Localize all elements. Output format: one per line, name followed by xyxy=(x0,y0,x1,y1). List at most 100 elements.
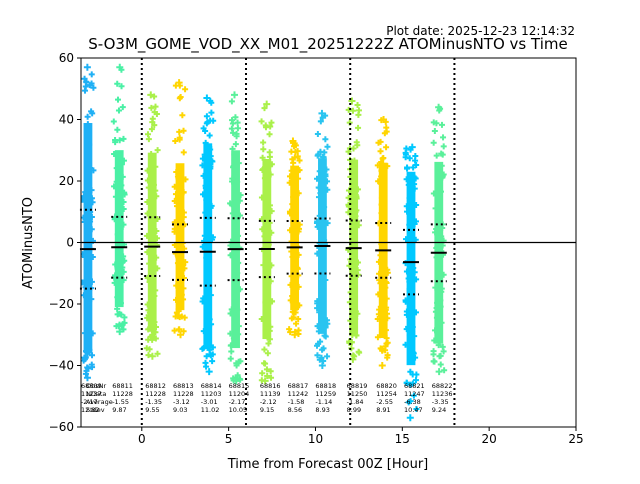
stat-average: -3.12 xyxy=(173,398,190,406)
data-point xyxy=(434,299,441,306)
data-point xyxy=(174,260,181,267)
data-point xyxy=(430,139,437,146)
data-point xyxy=(354,267,361,274)
data-point xyxy=(407,294,414,301)
data-point xyxy=(267,368,274,375)
data-point xyxy=(351,157,358,164)
data-point xyxy=(233,362,240,369)
data-point xyxy=(182,259,189,266)
data-point xyxy=(209,351,216,358)
data-point xyxy=(289,201,296,208)
data-point xyxy=(120,221,127,228)
data-point xyxy=(316,168,323,175)
data-point xyxy=(375,291,382,298)
data-point xyxy=(85,291,92,298)
data-point xyxy=(84,256,91,263)
data-point xyxy=(205,194,212,201)
data-point xyxy=(143,345,150,352)
stat-stdev: 9.15 xyxy=(260,406,274,414)
data-point xyxy=(383,340,390,347)
data-point xyxy=(324,143,331,150)
data-point xyxy=(113,184,120,191)
data-point xyxy=(314,218,321,225)
data-point xyxy=(380,286,387,293)
data-point xyxy=(379,298,386,305)
data-point xyxy=(202,209,209,216)
data-point xyxy=(154,235,161,242)
data-point xyxy=(146,317,153,324)
data-point xyxy=(440,134,447,141)
data-point xyxy=(88,361,95,368)
data-point xyxy=(171,198,178,205)
data-point xyxy=(234,270,241,277)
stat-obs-nr: 68822 xyxy=(432,382,453,390)
data-point-extreme xyxy=(203,94,211,102)
data-point-extreme xyxy=(261,377,269,385)
data-point xyxy=(204,119,211,126)
data-band xyxy=(290,165,300,311)
data-point xyxy=(438,319,445,326)
data-point xyxy=(354,259,361,266)
data-point xyxy=(403,326,410,333)
data-point xyxy=(265,340,272,347)
data-point xyxy=(175,175,182,182)
data-point xyxy=(120,268,127,275)
data-point xyxy=(113,323,120,330)
stat-ndata: 11204 xyxy=(229,390,250,398)
data-point xyxy=(86,141,93,148)
data-point xyxy=(436,353,443,360)
stat-average: -1.55 xyxy=(112,398,129,406)
data-point xyxy=(430,358,437,365)
data-point xyxy=(287,297,294,304)
stat-row-label: NData xyxy=(86,390,106,398)
data-point xyxy=(180,189,187,196)
data-point xyxy=(86,164,93,171)
data-point xyxy=(321,332,328,339)
data-point xyxy=(235,287,242,294)
data-point xyxy=(84,365,91,372)
data-point xyxy=(114,126,121,133)
data-point xyxy=(230,335,237,342)
data-point-extreme xyxy=(116,328,124,336)
data-point xyxy=(175,254,182,261)
stat-obs-nr: 68811 xyxy=(112,382,133,390)
data-point xyxy=(259,226,266,233)
data-point xyxy=(234,119,241,126)
data-point xyxy=(406,332,413,339)
data-point xyxy=(439,174,446,181)
data-point xyxy=(152,335,159,342)
data-point xyxy=(268,262,275,269)
stat-stdev: 9.55 xyxy=(145,406,159,414)
data-point xyxy=(82,189,89,196)
data-point xyxy=(89,352,96,359)
data-point xyxy=(413,405,420,412)
data-point xyxy=(432,229,439,236)
x-tick-label: 25 xyxy=(568,432,583,446)
stat-average: -1.14 xyxy=(315,398,332,406)
data-point xyxy=(85,306,92,313)
data-point xyxy=(121,314,128,321)
data-point xyxy=(290,159,297,166)
data-point xyxy=(296,302,303,309)
data-band xyxy=(203,143,213,348)
data-point xyxy=(227,330,234,337)
data-point xyxy=(314,305,321,312)
data-point xyxy=(232,114,239,121)
stat-obs-nr: 68815 xyxy=(229,382,250,390)
data-point xyxy=(84,113,91,120)
data-point xyxy=(319,324,326,331)
data-point xyxy=(236,375,243,382)
data-point xyxy=(348,339,355,346)
data-point xyxy=(153,254,160,261)
data-point xyxy=(411,185,418,192)
data-point xyxy=(81,357,87,364)
data-point xyxy=(175,306,182,313)
data-point xyxy=(291,281,298,288)
data-point xyxy=(236,212,243,219)
data-point xyxy=(153,227,160,234)
y-tick-label: 60 xyxy=(59,51,74,65)
y-tick-label: 40 xyxy=(59,113,74,127)
data-point xyxy=(437,303,444,310)
data-point xyxy=(258,118,265,125)
data-point xyxy=(355,222,362,229)
